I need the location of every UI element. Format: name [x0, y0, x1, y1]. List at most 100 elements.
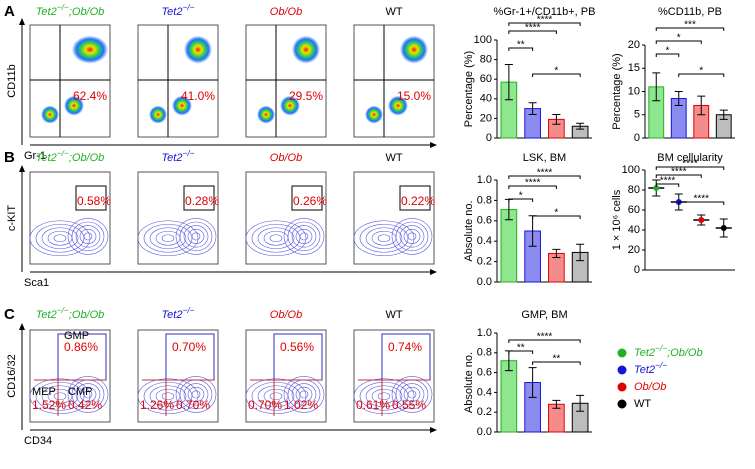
group-label: Tet2−/− — [161, 148, 194, 164]
contour — [35, 223, 85, 253]
contour — [359, 223, 409, 253]
error-bar — [552, 399, 561, 409]
density — [149, 105, 167, 124]
x-axis-label: Sca1 — [24, 277, 49, 289]
percent: 1.26% — [140, 398, 174, 412]
contour — [403, 386, 421, 402]
contour — [143, 223, 193, 253]
bracket — [508, 30, 557, 34]
density — [184, 35, 212, 64]
contour — [399, 225, 425, 248]
plot-frame — [29, 329, 111, 423]
contour — [179, 221, 213, 252]
bracket — [655, 27, 725, 31]
chart-title: GMP, BM — [521, 309, 567, 321]
gate — [75, 185, 107, 211]
bracket — [508, 175, 581, 179]
y-tick-label: 0 — [486, 132, 492, 144]
contour — [53, 234, 67, 243]
significance: **** — [671, 167, 687, 178]
label-part: −/− — [182, 148, 194, 158]
percent: 0.28% — [185, 194, 219, 208]
group-label: Tet2−/− — [161, 305, 194, 321]
percent: 1.52% — [32, 398, 66, 412]
bracket — [655, 183, 680, 187]
y-tick-label: 40 — [628, 224, 640, 236]
contour — [257, 227, 295, 250]
label-part: WT — [634, 398, 651, 410]
percent: 0.42% — [68, 398, 102, 412]
contour — [295, 386, 313, 402]
error-bar — [719, 109, 728, 120]
percent: 41.0% — [181, 89, 215, 103]
label-part: Tet2 — [161, 309, 182, 321]
bracket — [532, 215, 581, 219]
arrow-head — [19, 18, 25, 25]
bracket — [655, 40, 702, 44]
percent: 0.56% — [280, 340, 314, 354]
y-tick-label: 40 — [480, 93, 492, 105]
contour — [161, 392, 175, 401]
y-tick-label: 20 — [628, 39, 640, 51]
bracket — [508, 185, 557, 189]
significance: * — [554, 208, 558, 219]
x-axis-label: CD34 — [24, 435, 52, 447]
contour — [137, 220, 199, 257]
contour — [353, 220, 415, 257]
contour — [283, 218, 325, 255]
error-bar — [576, 243, 585, 262]
contour — [391, 218, 433, 255]
group-label: Tet2−/−;Ob/Ob — [36, 148, 105, 164]
density — [292, 35, 320, 64]
chart-title: %CD11b, PB — [658, 6, 722, 18]
bracket — [508, 22, 581, 26]
y-tick-label: 0.2 — [477, 256, 492, 268]
significance: **** — [537, 168, 553, 179]
significance: * — [699, 66, 703, 77]
significance: *** — [684, 20, 696, 31]
percent: 0.22% — [401, 194, 435, 208]
contour — [183, 225, 209, 248]
contour — [29, 220, 91, 257]
panel-letter: C — [4, 306, 15, 323]
contour — [377, 392, 391, 401]
arrow-head — [19, 165, 25, 172]
arrow-head — [430, 427, 437, 433]
y-tick-label: 0.6 — [477, 367, 492, 379]
y-tick-label: 0.8 — [477, 347, 492, 359]
significance: **** — [525, 178, 541, 189]
percent: 0.74% — [388, 340, 422, 354]
y-tick-label: 0 — [634, 132, 640, 144]
significance: ** — [517, 40, 525, 51]
percent: 29.5% — [289, 89, 323, 103]
y-tick-label: 0.0 — [477, 276, 492, 288]
contour — [79, 228, 97, 244]
significance: **** — [693, 194, 709, 205]
percent: 15.0% — [397, 89, 431, 103]
contour — [143, 381, 193, 411]
bracket — [678, 73, 725, 77]
contour — [251, 381, 301, 411]
bracket — [532, 73, 581, 77]
contour — [187, 228, 205, 244]
label-part: −/− — [57, 148, 69, 158]
error-bar — [697, 95, 706, 116]
contour — [29, 378, 91, 415]
group-label: Tet2−/−;Ob/Ob — [634, 343, 703, 359]
density — [172, 95, 192, 116]
contour — [269, 392, 283, 401]
y-tick-label: 1.0 — [477, 174, 492, 186]
label-part: Ob/Ob — [270, 309, 302, 321]
chart-title: %Gr-1+/CD11b+, PB — [494, 6, 596, 18]
contour — [353, 378, 415, 415]
contour — [245, 220, 307, 257]
contour — [183, 383, 209, 406]
y-tick-label: 0.2 — [477, 406, 492, 418]
contour — [359, 381, 409, 411]
contour — [403, 228, 421, 244]
contour — [149, 227, 187, 250]
label-part: Tet2 — [161, 6, 182, 18]
percent: 0.70% — [172, 340, 206, 354]
y-axis-label: 1 × 10⁶ cells — [611, 189, 623, 250]
bracket — [508, 339, 581, 343]
